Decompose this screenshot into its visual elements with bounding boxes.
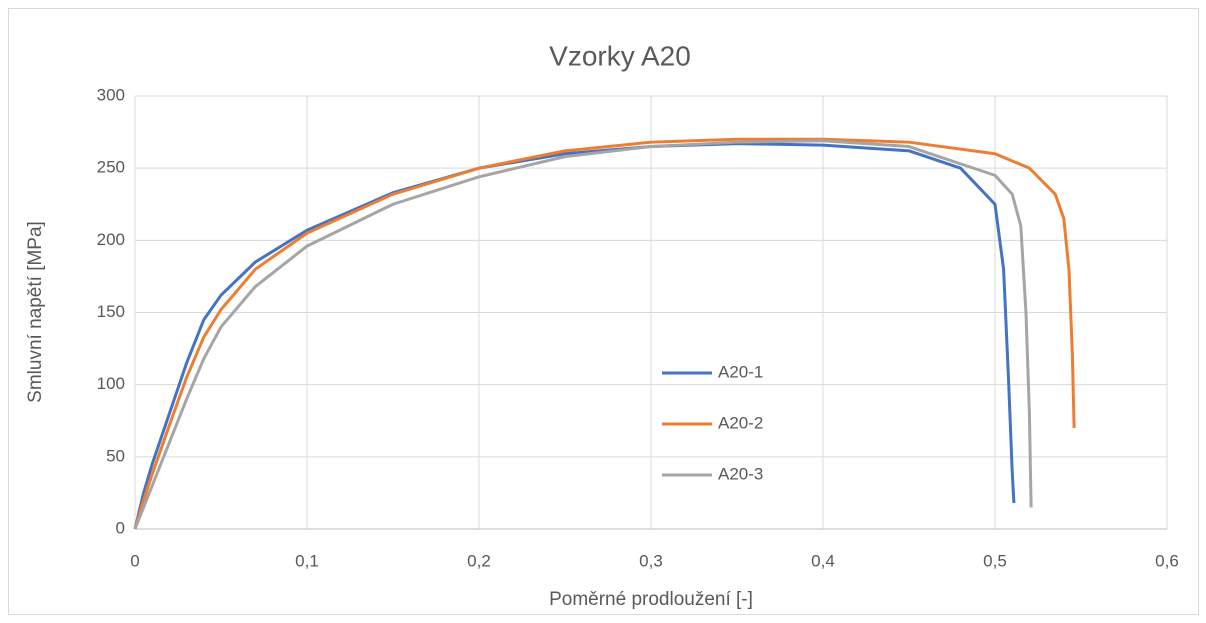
legend-label: A20-2 bbox=[718, 413, 763, 432]
chart-title: Vzorky A20 bbox=[549, 40, 691, 71]
y-axis-label: Smluvní napětí [MPa] bbox=[25, 221, 46, 403]
legend-label: A20-3 bbox=[718, 464, 763, 483]
line bbox=[133, 137, 1076, 530]
chart-border bbox=[8, 8, 1199, 615]
y-tick-label: 200 bbox=[97, 230, 125, 249]
x-tick-label: 0 bbox=[130, 551, 139, 570]
x-axis-label: Poměrné prodloužení [-] bbox=[549, 589, 753, 610]
y-tick-label: 150 bbox=[97, 302, 125, 321]
x-tick-label: 0,5 bbox=[983, 551, 1007, 570]
x-tick-label: 0,3 bbox=[639, 551, 663, 570]
legend-label: A20-1 bbox=[718, 362, 763, 381]
x-tick-label: 0,1 bbox=[295, 551, 319, 570]
y-tick-label: 0 bbox=[116, 518, 125, 537]
x-tick-label: 0,4 bbox=[811, 551, 835, 570]
y-tick-label: 250 bbox=[97, 158, 125, 177]
x-tick-label: 0,2 bbox=[467, 551, 491, 570]
y-tick-label: 100 bbox=[97, 374, 125, 393]
line bbox=[133, 139, 1033, 530]
x-tick-label: 0,6 bbox=[1155, 551, 1179, 570]
y-tick-label: 50 bbox=[106, 446, 125, 465]
y-tick-label: 300 bbox=[97, 85, 125, 104]
